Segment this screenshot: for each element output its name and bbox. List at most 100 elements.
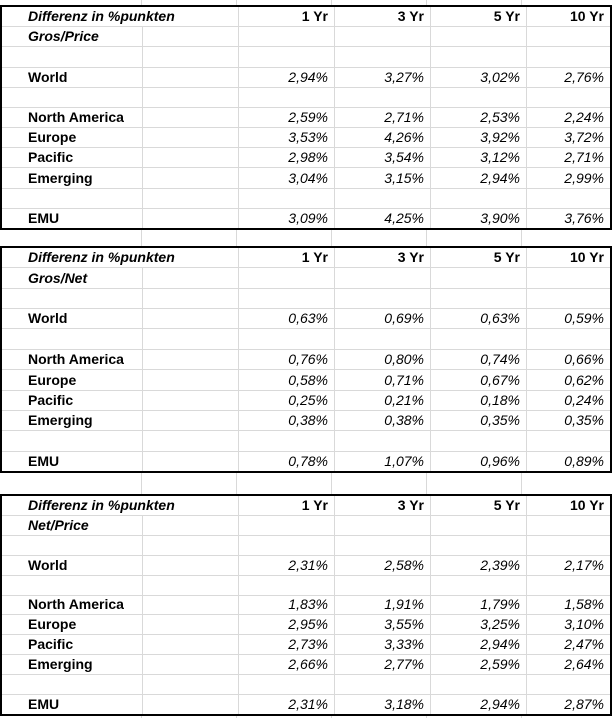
cell-row-label[interactable]: Emerging [2,168,142,188]
cell-row-label[interactable]: Europe [2,615,142,635]
cell-empty[interactable] [2,575,142,595]
cell-value[interactable]: 2,31% [239,555,334,575]
cell-empty[interactable] [335,288,430,309]
cell-value[interactable]: 2,73% [239,635,334,655]
cell-empty[interactable] [2,188,142,208]
cell-empty[interactable] [2,431,142,451]
cell-value[interactable]: 3,76% [527,208,610,228]
cell-col-header[interactable]: 10 Yr [527,248,610,268]
cell-value[interactable]: 0,89% [527,451,610,471]
cell-empty[interactable] [527,675,610,695]
cell-empty[interactable] [239,288,334,309]
cell-row-label[interactable]: EMU [2,695,142,714]
cell-empty[interactable] [431,515,526,535]
cell-value[interactable]: 2,94% [431,168,526,188]
cell-row-label[interactable]: Europe [2,370,142,390]
cell-value[interactable]: 3,33% [335,635,430,655]
cell-table-subtitle[interactable]: Gros/Price [2,27,142,47]
cell-empty[interactable] [431,329,526,349]
cell-empty[interactable] [431,288,526,309]
cell-value[interactable]: 3,04% [239,168,334,188]
cell-row-label[interactable]: Europe [2,128,142,148]
cell-empty[interactable] [239,87,334,107]
cell-value[interactable]: 3,27% [335,67,430,87]
cell-col-header[interactable]: 5 Yr [431,248,526,268]
cell-value[interactable]: 0,18% [431,390,526,410]
cell-value[interactable]: 0,71% [335,370,430,390]
cell-value[interactable]: 3,92% [431,128,526,148]
cell-value[interactable]: 2,66% [239,655,334,675]
cell-value[interactable]: 1,58% [527,595,610,615]
cell-value[interactable]: 1,07% [335,451,430,471]
cell-col-header[interactable]: 10 Yr [527,496,610,515]
cell-value[interactable]: 1,91% [335,595,430,615]
cell-row-label[interactable]: Pacific [2,635,142,655]
cell-empty[interactable] [143,431,238,451]
cell-value[interactable]: 3,18% [335,695,430,714]
cell-empty[interactable] [143,107,238,128]
cell-empty[interactable] [335,329,430,349]
cell-value[interactable]: 0,35% [527,410,610,431]
cell-value[interactable]: 2,58% [335,555,430,575]
cell-value[interactable]: 2,53% [431,107,526,128]
cell-empty[interactable] [143,208,238,228]
cell-value[interactable]: 2,94% [431,635,526,655]
cell-row-label[interactable]: World [2,309,142,329]
cell-value[interactable]: 0,24% [527,390,610,410]
cell-empty[interactable] [431,431,526,451]
cell-empty[interactable] [143,188,238,208]
cell-value[interactable]: 0,76% [239,349,334,370]
cell-value[interactable]: 0,58% [239,370,334,390]
cell-empty[interactable] [431,535,526,555]
cell-col-header[interactable]: 1 Yr [239,248,334,268]
cell-empty[interactable] [143,535,238,555]
cell-value[interactable]: 0,63% [239,309,334,329]
cell-value[interactable]: 0,78% [239,451,334,471]
cell-empty[interactable] [431,575,526,595]
cell-empty[interactable] [143,410,238,431]
cell-empty[interactable] [335,27,430,47]
cell-row-label[interactable]: Pacific [2,148,142,168]
cell-empty[interactable] [143,595,238,615]
cell-empty[interactable] [143,390,238,410]
cell-value[interactable]: 3,09% [239,208,334,228]
cell-value[interactable]: 2,87% [527,695,610,714]
cell-value[interactable]: 0,80% [335,349,430,370]
cell-empty[interactable] [335,575,430,595]
cell-empty[interactable] [143,148,238,168]
cell-empty[interactable] [527,188,610,208]
cell-table-title[interactable]: Differenz in %punkten [2,7,238,27]
cell-value[interactable]: 3,55% [335,615,430,635]
cell-empty[interactable] [527,515,610,535]
cell-empty[interactable] [2,675,142,695]
cell-value[interactable]: 0,69% [335,309,430,329]
cell-value[interactable]: 1,83% [239,595,334,615]
cell-value[interactable]: 2,39% [431,555,526,575]
cell-empty[interactable] [239,575,334,595]
cell-value[interactable]: 2,94% [431,695,526,714]
cell-row-label[interactable]: Emerging [2,655,142,675]
cell-empty[interactable] [239,431,334,451]
cell-empty[interactable] [431,27,526,47]
cell-empty[interactable] [2,329,142,349]
cell-col-header[interactable]: 10 Yr [527,7,610,27]
cell-empty[interactable] [527,431,610,451]
cell-value[interactable]: 2,59% [239,107,334,128]
cell-value[interactable]: 0,59% [527,309,610,329]
cell-value[interactable]: 1,79% [431,595,526,615]
cell-empty[interactable] [143,515,238,535]
cell-empty[interactable] [335,87,430,107]
cell-empty[interactable] [143,329,238,349]
cell-empty[interactable] [239,47,334,67]
cell-empty[interactable] [239,27,334,47]
cell-value[interactable]: 2,98% [239,148,334,168]
cell-empty[interactable] [143,675,238,695]
cell-empty[interactable] [239,268,334,288]
cell-empty[interactable] [527,27,610,47]
cell-col-header[interactable]: 5 Yr [431,7,526,27]
cell-empty[interactable] [335,431,430,451]
cell-empty[interactable] [335,535,430,555]
cell-empty[interactable] [143,47,238,67]
cell-row-label[interactable]: North America [2,107,142,128]
cell-empty[interactable] [335,675,430,695]
